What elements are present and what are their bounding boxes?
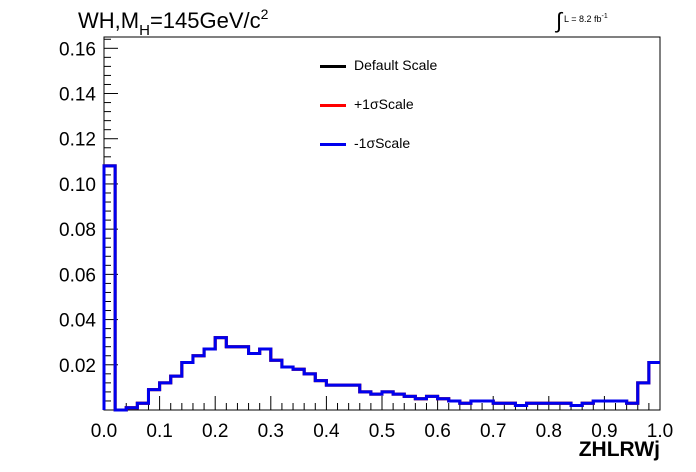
legend-entry: +1σScale — [320, 96, 414, 112]
title-subscript: H — [139, 22, 150, 39]
x-tick-label: 0.1 — [146, 421, 172, 442]
y-tick-label: 0.04 — [59, 311, 96, 332]
x-tick-label: 0.6 — [424, 421, 450, 442]
lumi-text: L = 8.2 fb — [564, 14, 602, 24]
legend-entry: -1σScale — [320, 135, 410, 151]
y-tick-label: 0.06 — [59, 265, 96, 286]
integral-symbol: ∫ — [556, 8, 563, 33]
x-tick-label: 0.9 — [591, 421, 617, 442]
legend-swatch — [320, 142, 346, 146]
x-tick-label: 0.8 — [536, 421, 562, 442]
title-mass: =145GeV/c — [149, 8, 261, 33]
x-tick-label: 0.5 — [369, 421, 395, 442]
x-tick-label: 0.3 — [258, 421, 284, 442]
title-prefix: WH,M — [78, 8, 140, 33]
x-axis: 0.0 0.1 0.2 0.3 0.4 0.5 0.6 0.7 0.8 0.9 1.0 — [91, 396, 673, 442]
series-layer — [102, 164, 660, 412]
legend-label: Default Scale — [354, 57, 438, 73]
series-line-1 — [102, 164, 660, 412]
chart-title: WH,MH=145GeV/c2 — [78, 6, 268, 39]
x-tick-label: 0.4 — [313, 421, 340, 442]
x-axis-label: ZHLRWj — [578, 438, 660, 461]
x-tick-label: 0.2 — [202, 421, 228, 442]
y-tick-label: 0.12 — [59, 130, 96, 151]
y-tick-label: 0.08 — [59, 220, 96, 241]
series-line-2 — [102, 164, 660, 412]
plot-frame — [103, 36, 661, 411]
y-tick-label: 0.10 — [59, 175, 96, 196]
lumi-exponent: -1 — [601, 13, 608, 20]
legend-label: +1σScale — [354, 96, 414, 112]
legend-swatch — [320, 103, 346, 107]
y-tick-label: 0.16 — [59, 39, 96, 60]
y-axis: 0.02 0.04 0.06 0.08 0.10 0.12 0.14 0.16 — [59, 38, 118, 411]
legend-entry: Default Scale — [320, 57, 437, 73]
x-tick-label: 0.0 — [91, 421, 117, 442]
series-line-0 — [102, 164, 660, 412]
x-tick-label: 1.0 — [647, 421, 673, 442]
legend-swatch — [320, 64, 346, 68]
title-superscript: 2 — [260, 6, 269, 22]
x-tick-label: 0.7 — [480, 421, 506, 442]
legend-label: -1σScale — [354, 135, 411, 151]
y-tick-label: 0.14 — [59, 85, 96, 106]
y-tick-label: 0.02 — [59, 356, 96, 377]
luminosity-label: ∫ L = 8.2 fb-1 — [556, 8, 608, 34]
